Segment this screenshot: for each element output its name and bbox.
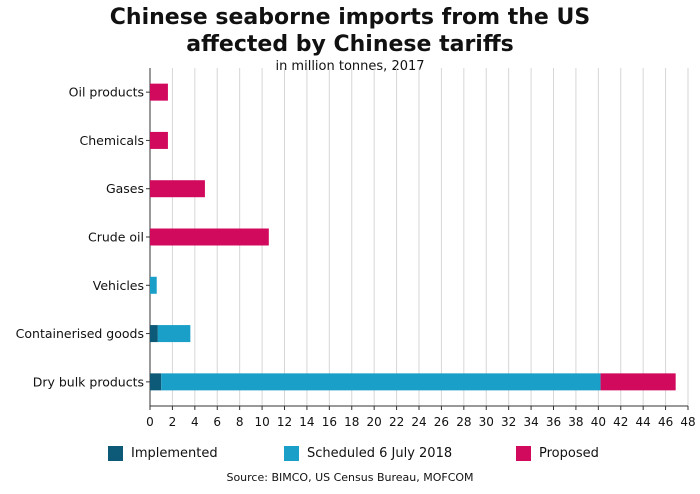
x-tick-label-18: 18 bbox=[344, 415, 359, 429]
legend-label-scheduled: Scheduled 6 July 2018 bbox=[307, 445, 453, 461]
chart-legend: Implemented Scheduled 6 July 2018 Propos… bbox=[0, 443, 700, 463]
bar-oil-products-proposed bbox=[150, 83, 168, 101]
x-tick-label-22: 22 bbox=[389, 415, 404, 429]
legend-swatch-implemented bbox=[108, 445, 123, 461]
category-label-gases: Gases bbox=[106, 181, 144, 196]
x-tick-label-26: 26 bbox=[434, 415, 449, 429]
x-tick-label-34: 34 bbox=[523, 415, 538, 429]
legend-item-proposed: Proposed bbox=[516, 443, 599, 463]
bar-dry-bulk-products-proposed bbox=[600, 373, 676, 391]
category-label-dry-bulk-products: Dry bulk products bbox=[33, 374, 144, 389]
bar-dry-bulk-products-scheduled-6-july-2018 bbox=[161, 373, 601, 391]
x-tick-label-40: 40 bbox=[591, 415, 606, 429]
bar-crude-oil-proposed bbox=[150, 228, 269, 246]
x-tick-label-20: 20 bbox=[367, 415, 382, 429]
chart-title-block: Chinese seaborne imports from the US aff… bbox=[0, 4, 700, 75]
bar-containerised-goods-implemented bbox=[150, 325, 158, 343]
bar-gases-proposed bbox=[150, 180, 205, 198]
x-tick-label-32: 32 bbox=[501, 415, 516, 429]
x-tick-label-14: 14 bbox=[299, 415, 314, 429]
bar-vehicles-scheduled-6-july-2018 bbox=[150, 276, 157, 294]
legend-swatch-proposed bbox=[516, 445, 531, 461]
chart-title-line-1: Chinese seaborne imports from the US bbox=[109, 5, 591, 30]
chart-title-line-2: affected by Chinese tariffs bbox=[186, 32, 514, 57]
x-tick-label-12: 12 bbox=[277, 415, 292, 429]
chart-source: Source: BIMCO, US Census Bureau, MOFCOM bbox=[226, 471, 474, 484]
x-tick-label-28: 28 bbox=[456, 415, 471, 429]
legend-label-implemented: Implemented bbox=[131, 445, 218, 461]
x-tick-label-4: 4 bbox=[191, 415, 199, 429]
x-tick-label-38: 38 bbox=[568, 415, 583, 429]
x-tick-label-0: 0 bbox=[146, 415, 154, 429]
bar-chemicals-proposed bbox=[150, 131, 168, 149]
category-label-vehicles: Vehicles bbox=[93, 278, 144, 293]
x-tick-label-42: 42 bbox=[613, 415, 628, 429]
bar-containerised-goods-scheduled-6-july-2018 bbox=[157, 325, 191, 343]
x-tick-label-46: 46 bbox=[658, 415, 673, 429]
category-label-crude-oil: Crude oil bbox=[88, 230, 144, 245]
category-label-chemicals: Chemicals bbox=[79, 133, 144, 148]
legend-swatch-scheduled bbox=[284, 445, 299, 461]
x-tick-label-48: 48 bbox=[680, 415, 695, 429]
x-tick-label-36: 36 bbox=[546, 415, 561, 429]
legend-item-scheduled: Scheduled 6 July 2018 bbox=[284, 443, 452, 463]
x-tick-label-44: 44 bbox=[636, 415, 651, 429]
bar-chart: 0 2 4 6 8 10 12 14 16 18 20 22 24 26 28 30 32 34 36 38 40 42 4… bbox=[16, 68, 696, 429]
chart-subtitle: in million tonnes, 2017 bbox=[275, 59, 425, 74]
x-tick-label-10: 10 bbox=[254, 415, 269, 429]
legend-item-implemented: Implemented bbox=[108, 443, 218, 463]
bar-dry-bulk-products-implemented bbox=[150, 373, 162, 391]
x-tick-label-2: 2 bbox=[169, 415, 177, 429]
legend-label-proposed: Proposed bbox=[539, 445, 599, 461]
x-tick-label-24: 24 bbox=[411, 415, 426, 429]
x-tick-label-6: 6 bbox=[213, 415, 221, 429]
category-label-containerised-goods: Containerised goods bbox=[16, 326, 144, 341]
x-tick-label-8: 8 bbox=[236, 415, 244, 429]
category-label-oil-products: Oil products bbox=[69, 85, 144, 100]
x-tick-label-16: 16 bbox=[322, 415, 337, 429]
x-tick-label-30: 30 bbox=[479, 415, 494, 429]
